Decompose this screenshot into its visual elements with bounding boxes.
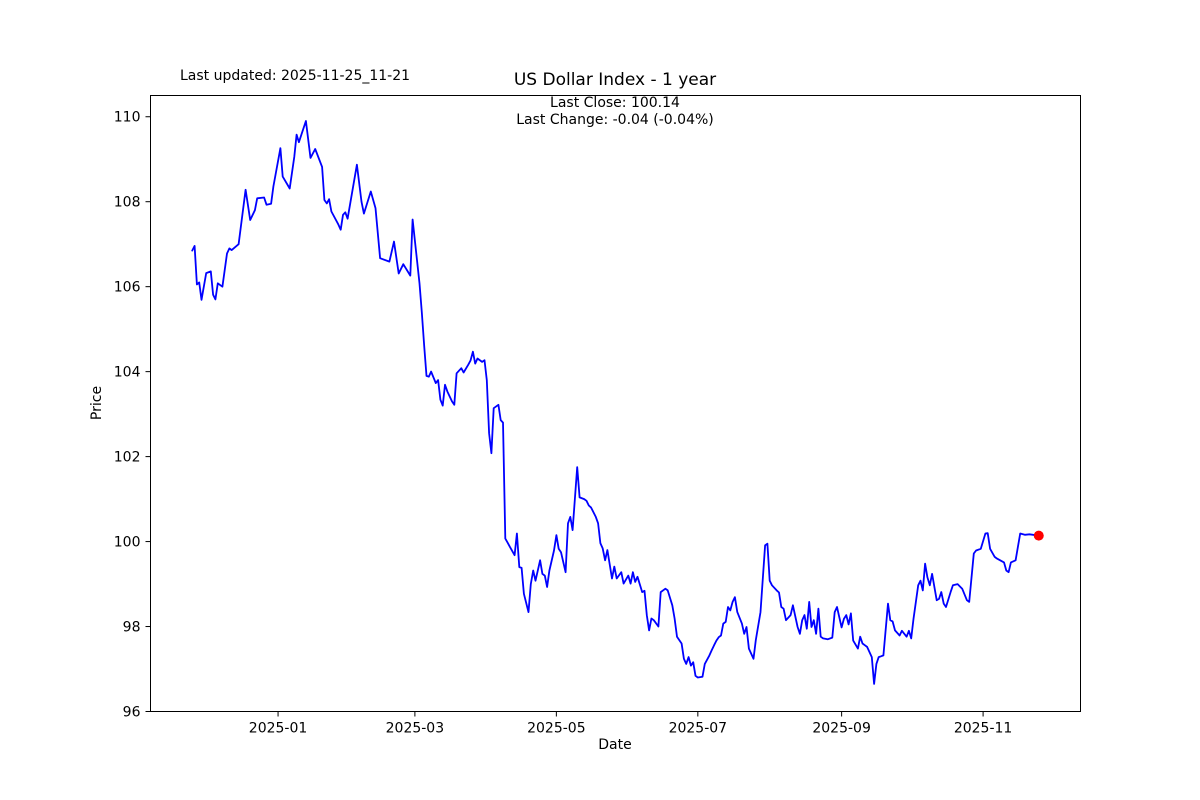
y-tick-label: 96 — [123, 705, 141, 721]
axes-frame — [150, 95, 1081, 712]
x-tick-label: 2025-07 — [669, 721, 728, 737]
x-tick-label: 2025-05 — [527, 721, 586, 737]
x-tick-label: 2025-11 — [954, 721, 1013, 737]
price-line — [191, 120, 1040, 685]
x-tick-label: 2025-09 — [812, 721, 871, 737]
last-updated-text: Last updated: 2025-11-25_11-21 — [180, 68, 411, 84]
y-tick-label: 108 — [114, 195, 141, 211]
y-tick-label: 106 — [114, 280, 141, 296]
last-close-annotation: Last Close: 100.14 Last Change: -0.04 (-… — [150, 95, 1080, 129]
chart-title: US Dollar Index - 1 year — [513, 70, 717, 90]
last-close-marker — [1033, 530, 1044, 541]
y-axis-label: Price — [89, 385, 105, 421]
y-tick-label: 110 — [114, 110, 141, 126]
last-close-line: Last Close: 100.14 — [550, 95, 680, 111]
y-tick-label: 102 — [114, 450, 141, 466]
last-change-line: Last Change: -0.04 (-0.04%) — [516, 112, 714, 128]
y-tick-label: 100 — [114, 535, 141, 551]
x-tick-label: 2025-03 — [386, 721, 445, 737]
x-tick-label: 2025-01 — [249, 721, 308, 737]
y-tick-label: 98 — [123, 620, 141, 636]
x-axis-label: Date — [598, 737, 632, 753]
y-tick-label: 104 — [114, 365, 141, 381]
